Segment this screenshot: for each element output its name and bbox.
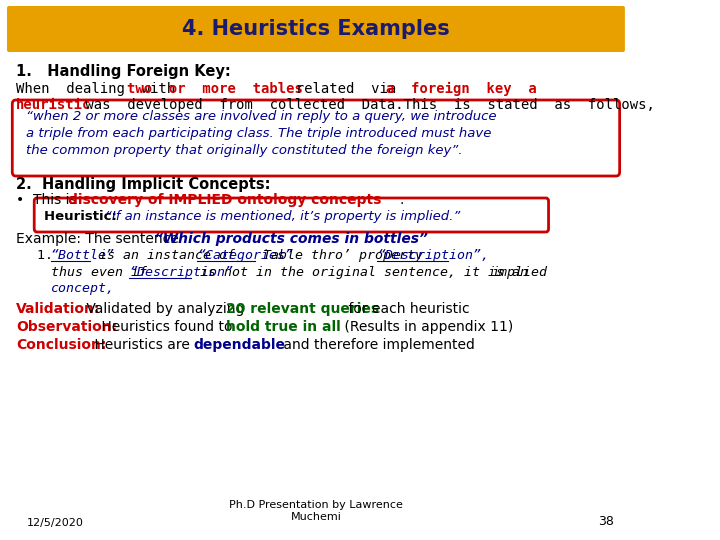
Text: related  via: related via <box>279 82 405 96</box>
Text: “Which products comes in bottles”: “Which products comes in bottles” <box>155 232 428 246</box>
Text: Heuristics found to: Heuristics found to <box>96 320 236 334</box>
Text: 38: 38 <box>598 515 614 528</box>
Text: Validation:: Validation: <box>16 302 100 316</box>
Text: Validated by analyzing: Validated by analyzing <box>81 302 248 316</box>
Text: “Bottle”: “Bottle” <box>51 249 115 262</box>
Text: 1.: 1. <box>37 249 61 262</box>
Text: 12/5/2020: 12/5/2020 <box>27 518 84 528</box>
Text: 4. Heuristics Examples: 4. Heuristics Examples <box>182 19 450 39</box>
Text: 2.  Handling Implicit Concepts:: 2. Handling Implicit Concepts: <box>16 177 270 192</box>
Text: a  foreign  key  a: a foreign key a <box>386 82 537 96</box>
Text: was  developed  from  collected  Data.This  is  stated  as  follows,: was developed from collected Data.This i… <box>77 98 655 112</box>
Text: thus even if: thus even if <box>51 266 155 279</box>
Text: (Results in appendix 11): (Results in appendix 11) <box>340 320 513 334</box>
Text: Example: The sentence: Example: The sentence <box>16 232 183 246</box>
Text: “Description”,: “Description”, <box>377 249 490 262</box>
Text: a triple from each participating class. The triple introduced must have: a triple from each participating class. … <box>27 127 492 140</box>
Text: “Categories”: “Categories” <box>197 249 294 262</box>
Text: “If an instance is mentioned, it’s property is implied.”: “If an instance is mentioned, it’s prope… <box>105 210 461 223</box>
Text: •  This is: • This is <box>16 193 81 207</box>
Text: “Description”: “Description” <box>129 266 233 279</box>
Text: “when 2 or more classes are involved in reply to a query, we introduce: “when 2 or more classes are involved in … <box>27 110 497 123</box>
Text: When  dealing  with: When dealing with <box>16 82 184 96</box>
Text: heuristic: heuristic <box>16 98 91 112</box>
FancyBboxPatch shape <box>12 100 620 176</box>
Text: the common property that originally constituted the foreign key”.: the common property that originally cons… <box>27 144 463 157</box>
Text: .: . <box>400 193 404 207</box>
FancyBboxPatch shape <box>7 6 625 52</box>
Text: dependable: dependable <box>193 338 285 352</box>
Text: and therefore implemented: and therefore implemented <box>279 338 475 352</box>
Text: Observation:: Observation: <box>16 320 117 334</box>
Text: two  or  more  tables: two or more tables <box>127 82 303 96</box>
Text: hold true in all: hold true in all <box>226 320 341 334</box>
Text: is an instance of: is an instance of <box>91 249 243 262</box>
Text: concept,: concept, <box>51 282 115 295</box>
Text: 1.   Handling Foreign Key:: 1. Handling Foreign Key: <box>16 64 230 79</box>
Text: 20 relevant queries: 20 relevant queries <box>226 302 379 316</box>
Text: Ph.D Presentation by Lawrence
Muchemi: Ph.D Presentation by Lawrence Muchemi <box>229 501 403 522</box>
Text: Heuristic:: Heuristic: <box>44 210 122 223</box>
Text: Table thro’ property: Table thro’ property <box>256 249 431 262</box>
Text: discovery of IMPLIED ontology concepts: discovery of IMPLIED ontology concepts <box>68 193 381 207</box>
Text: is not in the original sentence, it is an: is not in the original sentence, it is a… <box>192 266 536 279</box>
Text: Heuristics are: Heuristics are <box>89 338 194 352</box>
Text: implied: implied <box>492 266 547 279</box>
Text: Conclusion:: Conclusion: <box>16 338 106 352</box>
FancyBboxPatch shape <box>35 198 549 232</box>
Text: for each heuristic: for each heuristic <box>344 302 469 316</box>
